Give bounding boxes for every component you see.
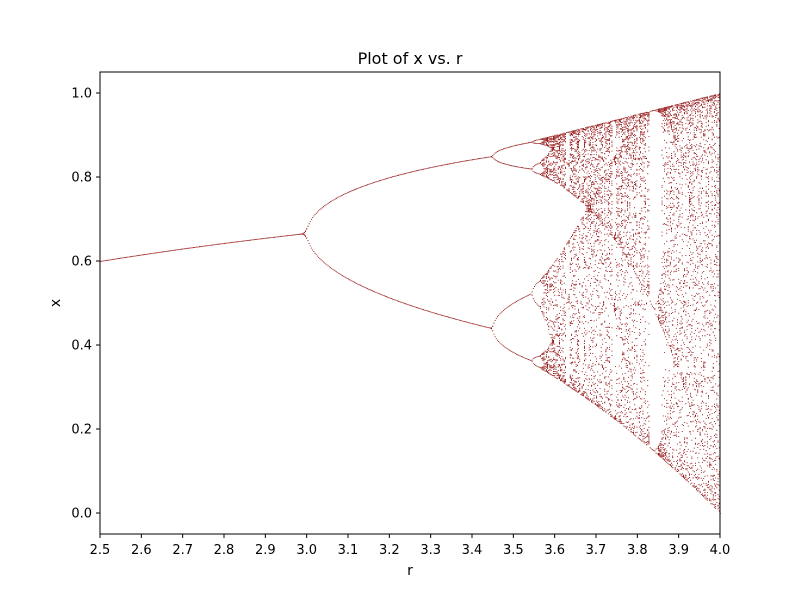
x-axis-label: r	[407, 563, 413, 579]
x-tick-label: 3.3	[420, 543, 441, 558]
x-tick-label: 4.0	[710, 543, 731, 558]
x-tick-label: 3.1	[338, 543, 359, 558]
axes-frame	[99, 71, 721, 535]
y-tick-label: 0.4	[71, 339, 92, 354]
x-tick-label: 3.0	[296, 543, 317, 558]
x-tick-label: 2.8	[214, 543, 235, 558]
x-tick-label: 3.5	[503, 543, 524, 558]
y-tick-label: 1.0	[71, 87, 92, 102]
chart-title: Plot of x vs. r	[358, 49, 463, 68]
x-tick-label: 2.7	[172, 543, 193, 558]
y-axis-ticks: 0.0 0.2 0.4 0.6 0.8 1.0	[71, 87, 100, 522]
x-tick-label: 3.7	[586, 543, 607, 558]
y-tick-label: 0.2	[71, 423, 92, 438]
x-tick-label: 2.9	[255, 543, 276, 558]
x-axis-ticks: 2.5 2.6 2.7 2.8 2.9 3.0 3.1 3.2 3.3 3.4 3.5 3.6 3.7 3…	[90, 534, 731, 558]
y-tick-label: 0.0	[71, 507, 92, 522]
x-tick-label: 3.8	[627, 543, 648, 558]
x-tick-label: 3.4	[462, 543, 483, 558]
x-tick-label: 2.5	[90, 543, 111, 558]
x-tick-label: 3.9	[668, 543, 689, 558]
y-tick-label: 0.8	[71, 171, 92, 186]
x-tick-label: 2.6	[131, 543, 152, 558]
y-tick-label: 0.6	[71, 255, 92, 270]
y-axis-label: x	[48, 299, 64, 307]
x-tick-label: 3.6	[544, 543, 565, 558]
plot-area	[99, 71, 721, 535]
x-tick-label: 3.2	[379, 543, 400, 558]
